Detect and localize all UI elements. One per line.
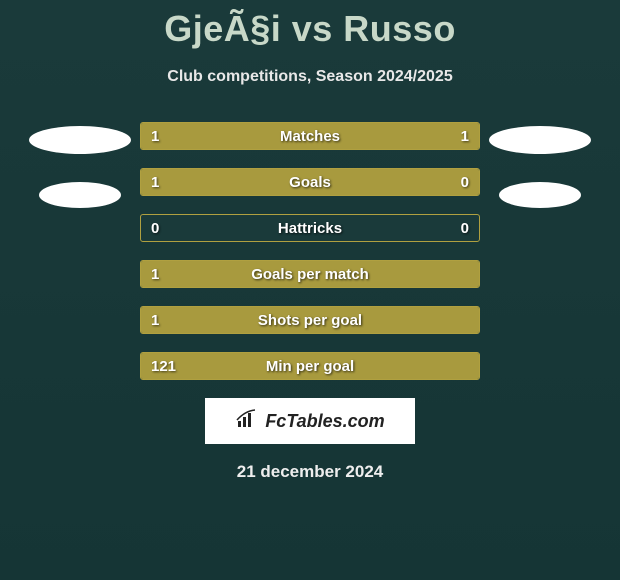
- fctables-logo[interactable]: FcTables.com: [205, 398, 415, 444]
- right-player-icons: [480, 122, 600, 208]
- subtitle: Club competitions, Season 2024/2025: [0, 68, 620, 86]
- stat-label: Shots per goal: [141, 312, 479, 329]
- stat-row-goals-per-match: 1Goals per match: [140, 260, 480, 288]
- left-oval-1: [29, 126, 131, 154]
- stat-row-hattricks: 00Hattricks: [140, 214, 480, 242]
- stat-label: Goals: [141, 174, 479, 191]
- stats-bars: 11Matches 10Goals 00Hattricks 1Goals per ma…: [140, 122, 480, 380]
- logo-text: FcTables.com: [265, 411, 384, 432]
- stat-row-goals: 10Goals: [140, 168, 480, 196]
- right-oval-2: [499, 182, 581, 208]
- page-title: GjeÃ§i vs Russo: [0, 0, 620, 50]
- logo-chart-icon: [235, 407, 259, 436]
- comparison-area: 11Matches 10Goals 00Hattricks 1Goals per ma…: [0, 122, 620, 380]
- stat-label: Min per goal: [141, 358, 479, 375]
- stat-row-min-per-goal: 121Min per goal: [140, 352, 480, 380]
- left-oval-2: [39, 182, 121, 208]
- stat-label: Hattricks: [141, 220, 479, 237]
- right-oval-1: [489, 126, 591, 154]
- stat-label: Goals per match: [141, 266, 479, 283]
- stat-label: Matches: [141, 128, 479, 145]
- left-player-icons: [20, 122, 140, 208]
- stat-row-shots-per-goal: 1Shots per goal: [140, 306, 480, 334]
- date-text: 21 december 2024: [0, 462, 620, 482]
- stat-row-matches: 11Matches: [140, 122, 480, 150]
